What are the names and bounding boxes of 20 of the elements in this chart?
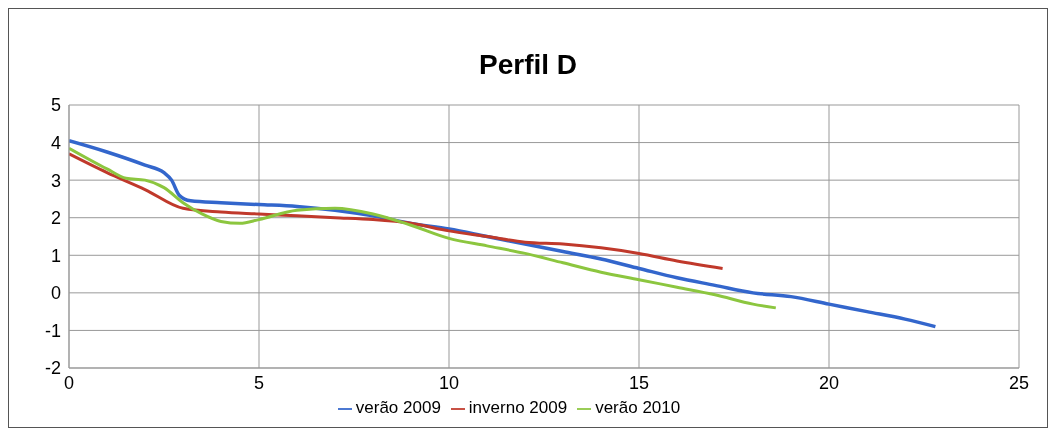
x-tick-label: 20 <box>818 372 840 393</box>
legend-label: verão 2010 <box>595 398 681 417</box>
y-tick-label: -1 <box>44 320 61 341</box>
y-tick-label: 5 <box>50 95 61 116</box>
y-tick-label: 2 <box>50 208 61 229</box>
x-tick-label: 25 <box>1008 372 1030 393</box>
y-tick-label: -2 <box>44 358 61 379</box>
line-series <box>69 152 725 270</box>
x-tick-label: 10 <box>438 372 460 393</box>
chart-title: Perfil D <box>478 49 578 82</box>
x-tick-label: 0 <box>63 372 75 393</box>
line-series <box>69 146 778 310</box>
y-tick-label: 1 <box>50 245 61 266</box>
y-tick-label: 3 <box>50 170 61 191</box>
x-tick-label: 5 <box>253 372 265 393</box>
x-tick-label: 15 <box>628 372 650 393</box>
legend-label: inverno 2009 <box>468 398 568 417</box>
legend-label: verão 2009 <box>355 398 441 417</box>
y-tick-label: 0 <box>50 283 61 304</box>
y-tick-label: 4 <box>50 132 61 153</box>
